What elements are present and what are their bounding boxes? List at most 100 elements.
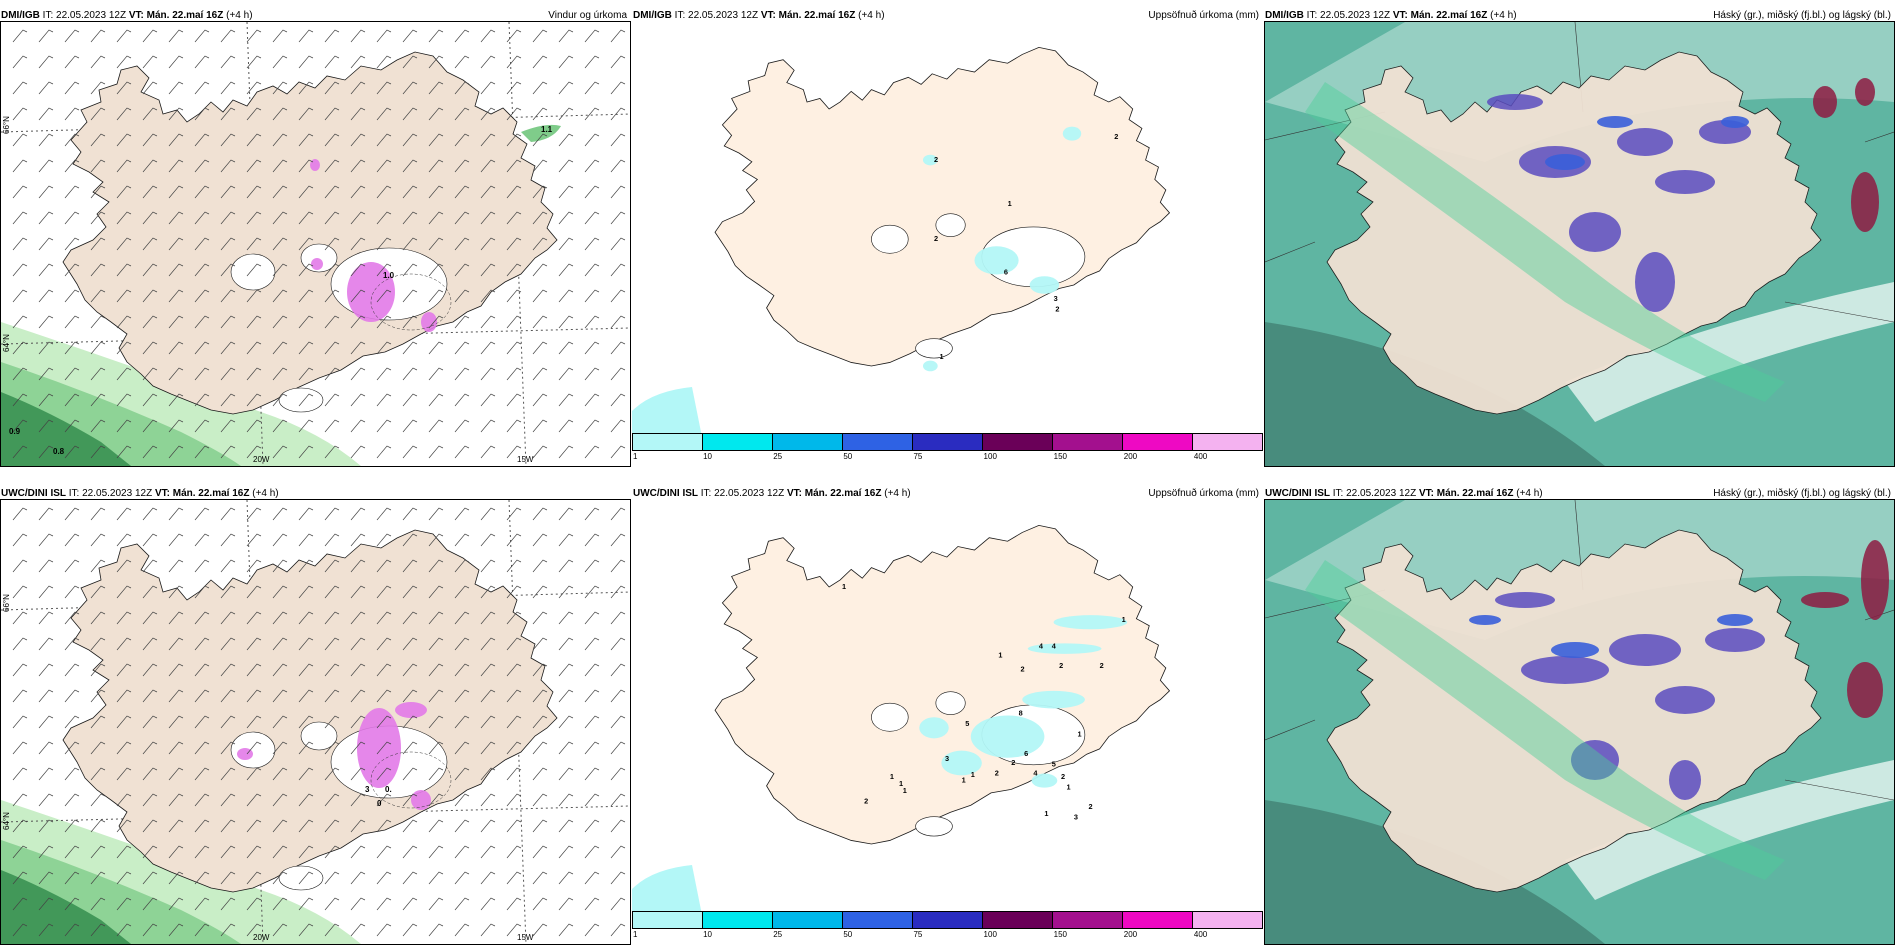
wind-barb bbox=[402, 845, 418, 859]
wind-barb bbox=[532, 445, 548, 459]
wind-barb bbox=[298, 715, 314, 729]
wind-barb bbox=[350, 185, 366, 199]
wind-barb bbox=[90, 819, 106, 833]
panel-header: DMI/IGB IT: 22.05.2023 12Z VT: Mán. 22.m… bbox=[633, 7, 1261, 25]
wind-barb bbox=[506, 393, 522, 407]
precip-value-label: 1 bbox=[1066, 783, 1070, 792]
glacier-langjokull bbox=[871, 702, 909, 732]
wind-barb bbox=[64, 81, 80, 95]
wind-barb bbox=[584, 159, 600, 173]
wind-barb bbox=[142, 133, 158, 147]
panel-uwc-cloud: UWC/DINI ISL IT: 22.05.2023 12Z VT: Mán.… bbox=[1264, 484, 1895, 945]
wind-barb bbox=[116, 263, 132, 277]
wind-barb bbox=[610, 637, 626, 651]
wind-barb bbox=[402, 611, 418, 625]
lead-time: (+4 h) bbox=[1516, 488, 1543, 499]
wind-barb bbox=[246, 871, 262, 885]
wind-barb bbox=[272, 185, 288, 199]
wind-barb bbox=[142, 419, 158, 433]
wind-value-label: 0 bbox=[377, 799, 382, 808]
wind-barb bbox=[194, 897, 210, 911]
wind-barb bbox=[12, 923, 28, 937]
wind-barb bbox=[272, 845, 288, 859]
wind-barb bbox=[584, 715, 600, 729]
precip-value-label: 2 bbox=[1061, 772, 1065, 781]
precip-legend: 1 10 25 50 75 100 150 200 400 bbox=[632, 433, 1263, 461]
wind-barb bbox=[610, 419, 626, 433]
wind-barb bbox=[168, 55, 184, 69]
model-source: UWC/DINI ISL bbox=[633, 488, 698, 499]
map-wind[interactable]: 66°N 64°N 20W 15W 1.1 1.0 0.9 0.8 bbox=[0, 21, 631, 467]
map-cloud[interactable] bbox=[1264, 499, 1895, 945]
wind-barb bbox=[116, 211, 132, 225]
wind-barb bbox=[584, 81, 600, 95]
wind-barb bbox=[584, 637, 600, 651]
wind-barb bbox=[90, 107, 106, 121]
wind-barb bbox=[402, 211, 418, 225]
map-precip[interactable]: 2 2 1 2 6 2 1 3 bbox=[632, 21, 1263, 437]
map-wind[interactable]: 66°N 64°N 20W 15W 3 0. 0 bbox=[0, 499, 631, 945]
wind-barb bbox=[272, 419, 288, 433]
wind-barb bbox=[142, 637, 158, 651]
legend-label: 75 bbox=[913, 452, 923, 461]
wind-barb bbox=[454, 185, 470, 199]
wind-barb bbox=[142, 185, 158, 199]
wind-barb bbox=[12, 871, 28, 885]
wind-barb bbox=[428, 29, 444, 43]
wind-barb bbox=[376, 871, 392, 885]
wind-barb bbox=[454, 819, 470, 833]
wind-barb bbox=[584, 263, 600, 277]
wind-barb bbox=[142, 81, 158, 95]
precip-value-label: 4 bbox=[1033, 768, 1037, 777]
wind-barb bbox=[428, 663, 444, 677]
wind-speed-shading-dark bbox=[1, 392, 131, 466]
wind-barb bbox=[220, 341, 236, 355]
wind-barb bbox=[220, 185, 236, 199]
precip-value-label: 2 bbox=[864, 797, 868, 806]
wind-barb bbox=[428, 507, 444, 521]
wind-barb bbox=[64, 819, 80, 833]
wind-barb bbox=[376, 367, 392, 381]
wind-barb bbox=[506, 897, 522, 911]
wind-barb bbox=[272, 507, 288, 521]
wind-barb bbox=[64, 211, 80, 225]
map-cloud[interactable] bbox=[1264, 21, 1895, 467]
wind-barb bbox=[324, 211, 340, 225]
wind-barb bbox=[38, 611, 54, 625]
model-source: DMI/IGB bbox=[633, 10, 672, 21]
lat-label-66: 66°N bbox=[2, 594, 11, 612]
wind-barb bbox=[116, 237, 132, 251]
wind-barb bbox=[246, 289, 262, 303]
wind-barb bbox=[610, 263, 626, 277]
legend-swatch bbox=[1123, 434, 1193, 450]
wind-barb bbox=[220, 819, 236, 833]
wind-barb bbox=[610, 133, 626, 147]
wind-barb bbox=[376, 29, 392, 43]
wind-barb bbox=[480, 159, 496, 173]
wind-barb bbox=[38, 419, 54, 433]
wind-barb bbox=[64, 237, 80, 251]
wind-barb bbox=[90, 507, 106, 521]
wind-barb bbox=[480, 533, 496, 547]
wind-barb bbox=[38, 585, 54, 599]
map-svg: 2 2 1 2 6 2 1 3 bbox=[632, 21, 1263, 437]
wind-barb bbox=[532, 211, 548, 225]
wind-barb bbox=[610, 819, 626, 833]
wind-barb bbox=[64, 367, 80, 381]
wind-barb bbox=[64, 663, 80, 677]
wind-barb bbox=[558, 445, 574, 459]
wind-barb bbox=[532, 585, 548, 599]
wind-barb bbox=[246, 419, 262, 433]
legend-label: 1 bbox=[633, 452, 638, 461]
wind-barb bbox=[272, 923, 288, 937]
wind-barb bbox=[90, 185, 106, 199]
wind-barb bbox=[402, 445, 418, 459]
wind-barb bbox=[38, 663, 54, 677]
wind-barb bbox=[480, 445, 496, 459]
wind-barb bbox=[168, 237, 184, 251]
wind-barb bbox=[38, 107, 54, 121]
low-cloud-band bbox=[1305, 560, 1785, 880]
wind-barb bbox=[298, 559, 314, 573]
wind-barb bbox=[454, 29, 470, 43]
